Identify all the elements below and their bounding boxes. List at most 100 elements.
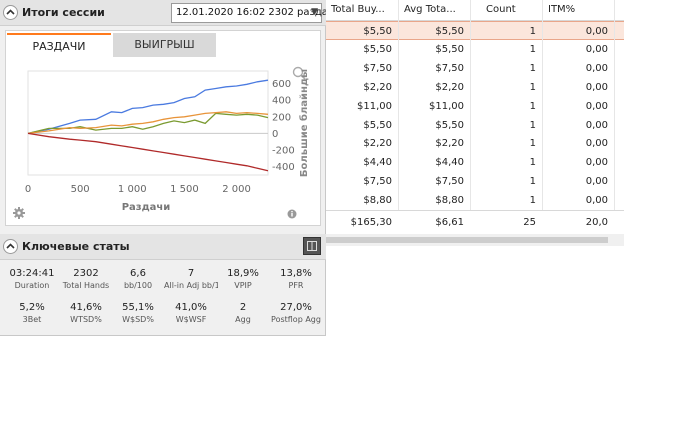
series-line-3 [27,132,269,172]
cell-itm: 0,00 [585,176,608,188]
cell-total-buyin: $2,20 [363,138,392,150]
y-tick-label: 200 [272,112,291,123]
count-sum: 25 [523,217,536,228]
cell-count: 1 [529,81,536,93]
cell-avg-total: $7,50 [435,62,464,74]
cell-itm: 0,00 [585,43,608,55]
table-row[interactable]: $2,20 $2,20 1 0,00 [326,77,624,97]
stat-postflop-agg: 27,0% Postflop Agg [271,302,321,324]
cell-avg-total: $7,50 [435,176,464,188]
plot-area: 0 500 1 000 1 500 2 000 600 400 200 0 -200 -400 Раз… [25,69,310,213]
stat-agg: 2 Agg [235,302,251,324]
cell-avg-total: $5,50 [435,26,464,37]
layout-button[interactable] [303,237,321,255]
column-divider [398,0,399,210]
table-footer: $165,30 $6,61 25 20,0 [326,210,624,234]
cell-itm: 0,00 [585,100,608,112]
series-line-1 [27,112,269,135]
scrollbar-thumb[interactable] [326,237,608,243]
cell-count: 1 [529,195,536,207]
cell-total-buyin: $5,50 [363,26,392,37]
table-row[interactable]: $7,50 $7,50 1 0,00 [326,172,624,192]
info-icon[interactable] [287,209,297,219]
x-tick-label: 1 500 [170,184,199,195]
table-row[interactable]: $2,20 $2,20 1 0,00 [326,134,624,154]
cell-avg-total: $11,00 [429,100,464,112]
table-row[interactable]: $4,40 $4,40 1 0,00 [326,153,624,173]
y-tick-label: 600 [272,79,291,90]
session-select-value: 12.01.2020 16:02 2302 раздач) [176,7,338,18]
cell-itm: 0,00 [585,138,608,150]
chevron-down-icon: ▼ [311,7,318,17]
cell-avg-total: $4,40 [435,157,464,169]
cell-total-buyin: $7,50 [363,176,392,188]
chart-container: РАЗДАЧИ ВЫИГРЫШ 0 500 1 000 1 500 2 000 600 40… [5,30,321,226]
y-tick-label: -400 [272,162,295,173]
collapse-button[interactable] [3,239,18,254]
cell-count: 1 [529,62,536,74]
cell-avg-total: $2,20 [435,138,464,150]
cell-avg-total: $8,80 [435,195,464,207]
column-total-buyin[interactable]: Total Buy... [331,4,385,15]
tab-hands[interactable]: РАЗДАЧИ [7,33,111,57]
collapse-button[interactable] [3,5,18,20]
column-avg-total[interactable]: Avg Tota... [404,4,456,15]
cell-count: 1 [529,43,536,55]
cell-count: 1 [529,176,536,188]
chevron-up-icon [6,9,15,15]
table-row[interactable]: $7,50 $7,50 1 0,00 [326,58,624,78]
stat-wwsf: 41,0% W$WSF [175,302,207,324]
total-buyin-sum: $165,30 [350,217,392,228]
column-itm[interactable]: ITM% [548,4,576,15]
cell-avg-total: $5,50 [435,43,464,55]
cell-count: 1 [529,119,536,131]
y-tick-label: 0 [272,129,278,140]
stat-wtsd: 41,6% WTSD% [70,302,102,324]
cell-itm: 0,00 [585,81,608,93]
cell-itm: 0,00 [585,119,608,131]
stat-wsd: 55,1% W$SD% [122,302,154,324]
stat-3bet: 5,2% 3Bet [19,302,45,324]
cell-total-buyin: $5,50 [363,43,392,55]
session-summary-header: Итоги сессии 12.01.2020 16:02 2302 разда… [0,0,338,26]
layout-icon [307,241,317,251]
itm-sum: 20,0 [585,217,608,228]
session-select[interactable]: 12.01.2020 16:02 2302 раздач) ▼ [171,3,338,23]
table-row[interactable]: $5,50 $5,50 1 0,00 [326,21,624,40]
y-axis-label: Большие блайнды [298,69,310,177]
cell-total-buyin: $8,80 [363,195,392,207]
x-axis-label: Раздачи [122,202,171,213]
stat-vpip: 18,9% VPIP [227,268,259,290]
tab-winnings[interactable]: ВЫИГРЫШ [113,33,216,57]
column-divider [542,0,543,210]
table-header: Total Buy... Avg Tota... Count ITM% [326,0,624,21]
cell-total-buyin: $7,50 [363,62,392,74]
zoom-icon[interactable] [292,66,306,80]
cell-itm: 0,00 [585,62,608,74]
table-row[interactable]: $8,80 $8,80 1 0,00 [326,191,624,211]
table-row[interactable]: $5,50 $5,50 1 0,00 [326,115,624,135]
cell-itm: 0,00 [585,26,608,37]
gear-icon[interactable] [13,207,25,219]
x-tick-label: 500 [71,184,90,195]
y-tick-label: 400 [272,96,291,107]
session-summary-title: Итоги сессии [22,6,105,19]
chevron-up-icon [6,243,15,249]
column-divider [470,0,471,210]
column-divider [614,0,615,210]
session-summary-panel: Итоги сессии 12.01.2020 16:02 2302 разда… [0,0,338,336]
cell-avg-total: $5,50 [435,119,464,131]
table-row[interactable]: $5,50 $5,50 1 0,00 [326,39,624,59]
key-stats-header: Ключевые статы [0,234,326,260]
cell-avg-total: $2,20 [435,81,464,93]
cell-total-buyin: $4,40 [363,157,392,169]
series-line-2 [27,111,269,135]
column-count[interactable]: Count [486,4,516,15]
table-row[interactable]: $11,00 $11,00 1 0,00 [326,96,624,116]
series-line-0 [27,79,269,135]
y-tick-label: -200 [272,146,295,157]
cell-count: 1 [529,138,536,150]
cell-count: 1 [529,157,536,169]
horizontal-scrollbar[interactable] [326,234,624,246]
